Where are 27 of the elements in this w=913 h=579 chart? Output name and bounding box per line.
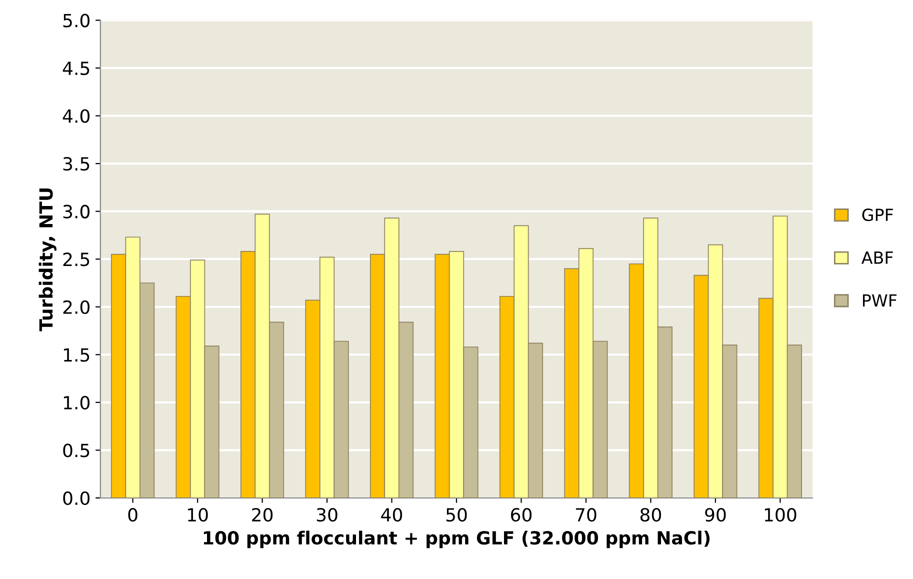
x-axis-title: 100 ppm flocculant + ppm GLF (32.000 ppm NaCl) — [204, 530, 710, 548]
y-tick-label: 1.5 — [64, 348, 90, 362]
x-tick-label: 40 — [381, 508, 402, 522]
x-tick-label: 70 — [576, 508, 596, 522]
x-tick-label: 10 — [188, 508, 208, 522]
x-tick-label: 20 — [252, 508, 273, 522]
y-tick-label: 2.0 — [63, 300, 90, 314]
y-tick-label: 2.5 — [63, 252, 90, 266]
y-tick-label: 0.5 — [63, 444, 90, 458]
x-tick-label: 0 — [128, 508, 138, 522]
y-tick-label: 4.0 — [62, 109, 90, 123]
y-tick-label: 5.0 — [63, 14, 90, 28]
y-tick-label: 3.5 — [63, 157, 90, 171]
y-tick-label: 3.0 — [63, 204, 90, 218]
x-tick-label: 50 — [446, 508, 467, 522]
y-tick-label: 0.0 — [63, 491, 90, 506]
y-tick-label: 1.0 — [64, 396, 90, 410]
legend-label: ABF — [861, 252, 893, 264]
legend-label: GPF — [862, 208, 893, 222]
legend-label: PWF — [862, 294, 897, 306]
x-tick-label: 30 — [316, 508, 338, 522]
x-tick-label: 60 — [511, 508, 532, 522]
x-tick-label: 100 — [764, 508, 796, 522]
y-tick-label: 4.5 — [62, 62, 90, 76]
y-axis-title: Turbidity, NTU — [38, 188, 56, 332]
x-tick-label: 90 — [705, 508, 726, 522]
x-tick-label: 80 — [640, 508, 662, 522]
